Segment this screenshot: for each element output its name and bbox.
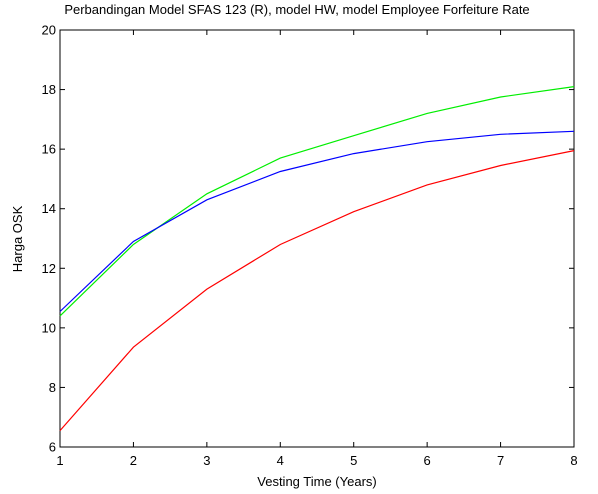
y-tick-label: 12	[42, 261, 56, 276]
chart-title: Perbandingan Model SFAS 123 (R), model H…	[64, 2, 529, 17]
x-tick-label: 3	[203, 453, 210, 468]
x-tick-label: 5	[350, 453, 357, 468]
series-line-2	[59, 150, 575, 431]
x-tick-label: 2	[130, 453, 137, 468]
y-tick-label: 10	[42, 320, 56, 335]
x-tick-label: 4	[277, 453, 284, 468]
x-tick-label: 1	[56, 453, 63, 468]
y-axis-label: Harga OSK	[10, 205, 25, 272]
x-tick-label: 6	[424, 453, 431, 468]
y-tick-label: 6	[49, 440, 56, 455]
x-tick-label: 8	[570, 453, 577, 468]
y-tick-label: 20	[42, 23, 56, 38]
x-axis-label: Vesting Time (Years)	[257, 474, 376, 489]
series-line-0	[59, 86, 575, 317]
series-line-1	[59, 130, 575, 312]
plot-area	[59, 29, 575, 448]
y-tick-label: 8	[49, 380, 56, 395]
x-tick-label: 7	[497, 453, 504, 468]
series-lines	[59, 86, 575, 431]
y-tick-label: 14	[42, 201, 56, 216]
y-tick-label: 16	[42, 142, 56, 157]
y-tick-label: 18	[42, 82, 56, 97]
